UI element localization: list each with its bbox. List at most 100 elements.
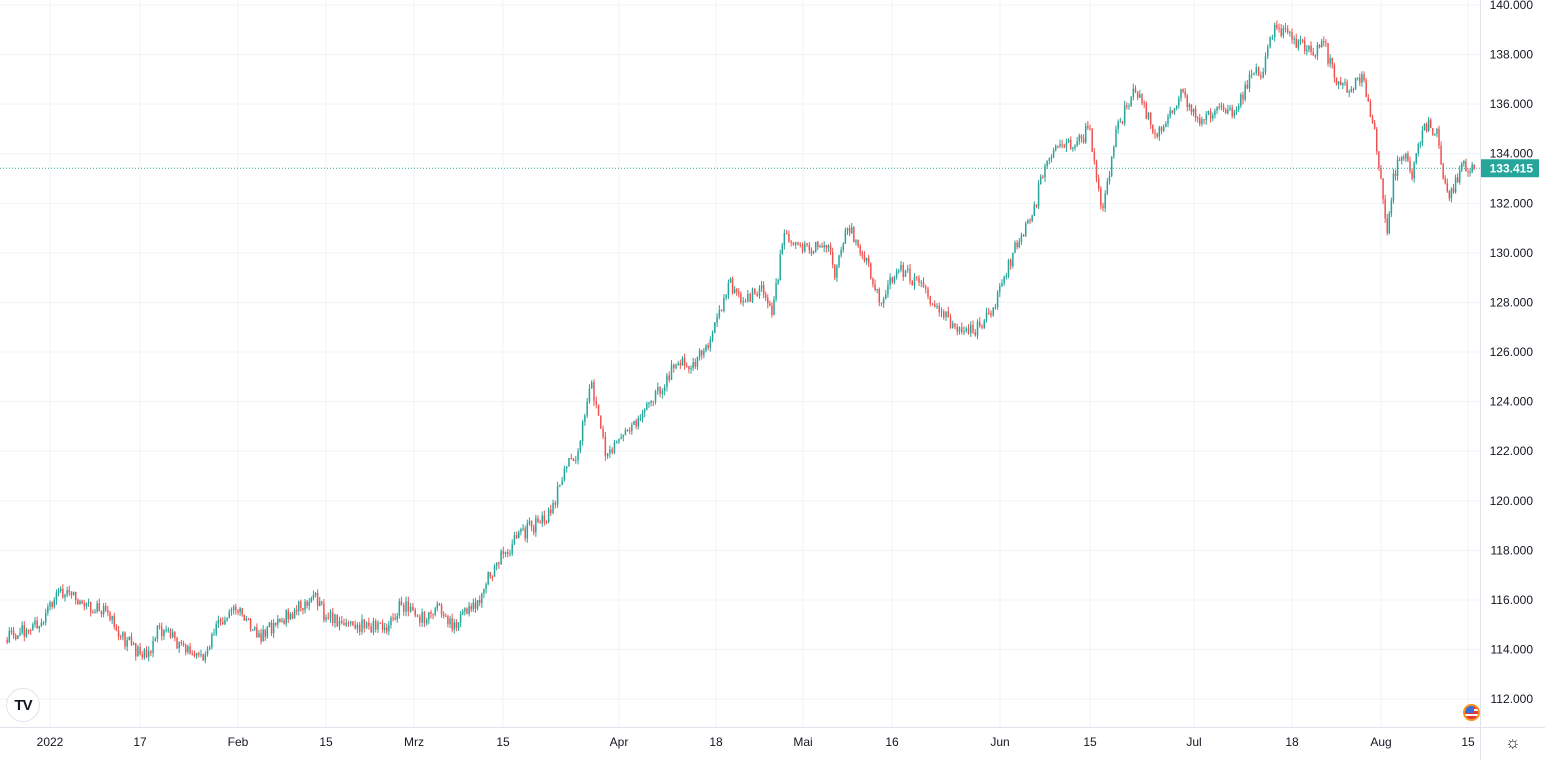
candle-body xyxy=(526,523,529,539)
candle-body xyxy=(1078,135,1081,142)
candle-body xyxy=(226,617,228,620)
candle-body xyxy=(1425,123,1428,131)
y-tick-label: 128.000 xyxy=(1490,295,1534,309)
y-tick-label: 114.000 xyxy=(1491,643,1534,657)
candle-body xyxy=(889,277,891,285)
candle-body xyxy=(643,409,646,413)
candle-body xyxy=(1199,118,1201,124)
candle-body xyxy=(727,282,730,295)
candle-body xyxy=(268,622,271,627)
candle-body xyxy=(1348,91,1350,93)
candle-body xyxy=(867,257,870,264)
candle-body xyxy=(1061,144,1063,146)
candle-body xyxy=(559,484,561,486)
candle-body xyxy=(1257,67,1260,76)
candle-body xyxy=(537,518,539,523)
candle-body xyxy=(1218,106,1220,108)
candle-body xyxy=(758,287,761,296)
candle-body xyxy=(1205,114,1207,121)
candle-body xyxy=(64,594,66,598)
candle-body xyxy=(1299,40,1302,42)
candle-body xyxy=(785,233,788,235)
candle-body xyxy=(436,603,439,609)
candle-body xyxy=(182,643,185,645)
candle-body xyxy=(929,296,931,304)
candle-body xyxy=(23,625,26,637)
candle-body xyxy=(1143,103,1145,105)
candle-body xyxy=(219,619,222,622)
candle-body xyxy=(744,300,747,302)
candle-body xyxy=(911,280,913,286)
candle-body xyxy=(1411,170,1413,179)
gear-icon[interactable]: ☼ xyxy=(1505,733,1521,752)
candle-body xyxy=(902,264,904,277)
candle-body xyxy=(478,599,481,604)
candle-body xyxy=(654,391,657,402)
candle-body xyxy=(668,375,670,380)
candle-body xyxy=(961,327,963,333)
candle-body xyxy=(295,609,298,612)
candle-body xyxy=(314,593,317,596)
candle-body xyxy=(801,244,804,252)
candle-body xyxy=(1229,107,1231,110)
candle-body xyxy=(1429,119,1432,129)
candle-body xyxy=(650,401,652,403)
candle-body xyxy=(318,601,321,606)
candle-body xyxy=(1106,181,1109,194)
candle-body xyxy=(661,391,664,395)
candle-body xyxy=(1382,178,1384,200)
candle-body xyxy=(1110,156,1113,176)
candle-body xyxy=(530,521,533,527)
candle-body xyxy=(965,328,967,331)
candle-body xyxy=(1057,145,1059,147)
candle-body xyxy=(1154,132,1156,134)
candle-body xyxy=(641,412,644,419)
candle-body xyxy=(579,441,582,452)
candle-body xyxy=(970,324,972,334)
candle-body xyxy=(338,620,341,627)
candle-body xyxy=(900,264,902,271)
candle-body xyxy=(595,401,598,405)
candle-body xyxy=(1203,119,1205,121)
candle-body xyxy=(178,642,180,649)
candle-body xyxy=(541,515,543,524)
candle-body xyxy=(1044,166,1046,178)
candle-body xyxy=(416,615,419,617)
candle-body xyxy=(1380,168,1382,179)
us-flag-icon[interactable] xyxy=(1463,704,1480,721)
candle-body xyxy=(1365,80,1367,98)
tradingview-logo[interactable]: TV xyxy=(6,688,40,722)
candle-body xyxy=(302,608,304,611)
candle-body xyxy=(14,635,17,640)
candle-body xyxy=(283,620,285,624)
candle-body xyxy=(1100,188,1102,206)
candle-body xyxy=(1450,188,1453,199)
candle-body xyxy=(372,620,375,633)
candle-body xyxy=(154,638,156,641)
candle-body xyxy=(874,284,876,290)
candle-body xyxy=(256,627,258,638)
candle-body xyxy=(390,617,392,626)
last-price-badge xyxy=(1481,159,1539,178)
candle-body xyxy=(863,255,866,262)
candle-body xyxy=(1042,176,1044,178)
candle-body xyxy=(1012,252,1014,267)
candle-body xyxy=(572,458,575,462)
candle-body xyxy=(377,622,379,630)
candle-body xyxy=(827,245,830,248)
candle-body xyxy=(1331,57,1334,65)
candle-body xyxy=(249,619,252,630)
candle-body xyxy=(502,550,505,554)
candle-body xyxy=(77,599,79,605)
candle-body xyxy=(754,289,756,295)
candle-body xyxy=(848,228,851,233)
candle-body xyxy=(709,339,712,348)
candle-body xyxy=(945,311,947,318)
candle-body xyxy=(947,311,949,318)
candle-body xyxy=(176,637,178,649)
candle-body xyxy=(1473,164,1475,169)
candle-body xyxy=(245,618,248,621)
candle-body xyxy=(72,591,75,596)
candle-body xyxy=(323,603,325,621)
